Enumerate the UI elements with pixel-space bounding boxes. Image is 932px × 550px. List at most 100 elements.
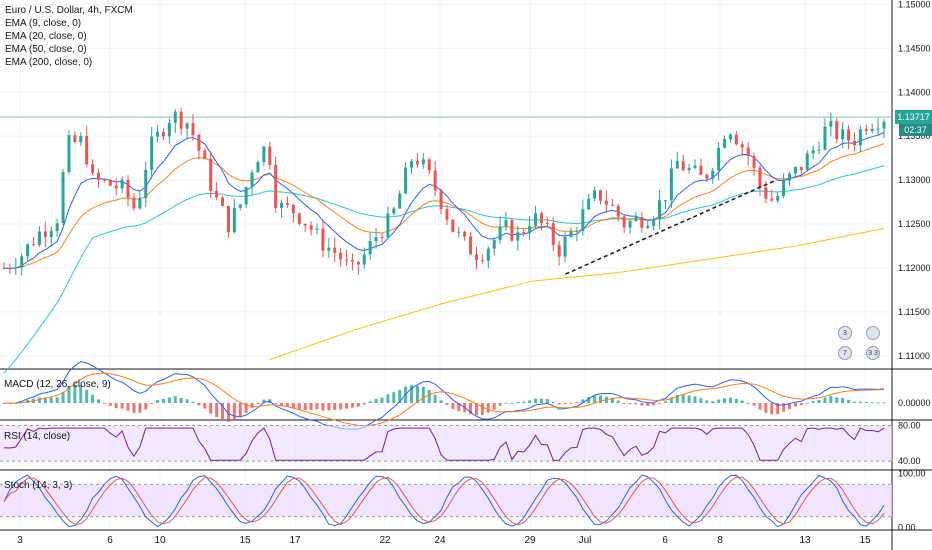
y-tick-label: 1.13500 [898, 131, 931, 141]
candle-body [469, 236, 473, 255]
candle-body [823, 126, 827, 150]
ema-20-label: EMA (20, close, 0) [5, 31, 87, 42]
macd-histogram-bar [457, 403, 461, 411]
candle-body [96, 172, 100, 180]
candle-body [581, 209, 585, 231]
candle-body [799, 166, 803, 170]
macd-y-tick-label: 0.00000 [898, 398, 931, 408]
candle-body [8, 268, 12, 270]
x-tick-label: 8 [717, 535, 723, 546]
candle-body [362, 254, 366, 265]
candle-body [699, 165, 703, 175]
economic-event-icon[interactable]: 3 [838, 326, 852, 340]
macd-histogram-bar [73, 384, 77, 403]
macd-histogram-bar [752, 403, 756, 406]
candle-body [486, 248, 490, 261]
candle-body [693, 165, 697, 168]
candle-body [516, 232, 520, 241]
macd-histogram-bar [386, 394, 390, 403]
candle-body [392, 208, 396, 214]
ema-9-line [3, 131, 885, 269]
candle-body [711, 170, 715, 179]
candle-body [545, 223, 549, 225]
candle-body [723, 139, 727, 148]
macd-histogram-bar [173, 396, 177, 403]
candle-body [539, 213, 543, 224]
chart-legend: Euro / U.S. Dollar, 4h, FXCM EMA (9, clo… [5, 4, 133, 69]
candle-body [339, 252, 343, 260]
candle-body [404, 167, 408, 194]
candle-body [315, 228, 319, 230]
candle-body [463, 231, 467, 237]
macd-histogram-bar [79, 385, 83, 403]
macd-histogram-bar [108, 403, 112, 406]
candle-body [534, 213, 538, 226]
macd-histogram-bar [138, 403, 142, 413]
candle-body [439, 190, 443, 210]
candle-body [32, 244, 36, 246]
macd-histogram-bar [528, 400, 532, 403]
candle-body [49, 231, 53, 237]
macd-histogram-bar [451, 403, 455, 409]
candle-body [79, 135, 83, 142]
macd-histogram-bar [167, 397, 171, 403]
macd-pane-label: MACD (12, 26, close, 9) [4, 379, 111, 390]
macd-histogram-bar [480, 403, 484, 415]
macd-histogram-bar [740, 400, 744, 403]
rsi-line [3, 427, 885, 461]
candle-body [835, 121, 839, 140]
candle-body [445, 209, 449, 220]
last-price-badge: 1.13717 [895, 110, 932, 124]
economic-event-icon[interactable]: 3 3 [866, 346, 880, 360]
economic-event-icon[interactable]: 7 [838, 346, 852, 360]
macd-histogram-bar [362, 403, 366, 405]
macd-histogram-bar [876, 402, 880, 404]
macd-histogram-bar [835, 397, 839, 403]
candle-body [132, 197, 136, 209]
macd-histogram-bar [303, 403, 307, 410]
candle-body [120, 179, 124, 189]
macd-histogram-bar [226, 403, 230, 422]
macd-histogram-bar [622, 403, 626, 404]
candle-body [91, 164, 95, 173]
rsi-band [0, 425, 892, 462]
macd-histogram-bar [315, 403, 319, 410]
candle-body [492, 239, 496, 249]
candle-body [776, 195, 780, 201]
candle-body [20, 256, 24, 268]
macd-histogram-bar [817, 399, 821, 403]
x-tick-label: 6 [662, 535, 668, 546]
macd-histogram-bar [291, 403, 295, 409]
candle-body [569, 231, 573, 237]
candle-body [610, 204, 614, 206]
candle-body [410, 160, 414, 168]
candle-body [817, 149, 821, 151]
candle-body [717, 147, 721, 171]
candle-body [256, 162, 260, 173]
y-tick-label: 1.12500 [898, 219, 931, 229]
economic-event-icon[interactable] [866, 326, 880, 340]
macd-histogram-bar [161, 399, 165, 403]
candle-body [274, 164, 278, 209]
macd-histogram-bar [392, 392, 396, 403]
macd-histogram-bar [439, 400, 443, 403]
macd-histogram-bar [593, 395, 597, 403]
candle-body [179, 111, 183, 129]
macd-histogram-bar [776, 403, 780, 415]
candle-body [811, 150, 815, 154]
macd-histogram-bar [321, 403, 325, 411]
x-tick-label: 15 [859, 535, 871, 546]
macd-histogram-bar [96, 399, 100, 403]
macd-histogram-bar [717, 399, 721, 403]
macd-histogram-bar [120, 403, 124, 409]
macd-histogram-bar [841, 397, 845, 403]
macd-histogram-bar [498, 403, 502, 406]
macd-histogram-bar [280, 403, 284, 406]
stoch-y-tick-label: 100.00 [898, 469, 926, 479]
macd-histogram-bar [156, 400, 160, 403]
stoch-pane-label: Stoch (14, 3, 3) [4, 480, 73, 491]
candle-body [37, 231, 41, 246]
macd-histogram-bar [734, 398, 738, 403]
candle-body [185, 123, 189, 129]
